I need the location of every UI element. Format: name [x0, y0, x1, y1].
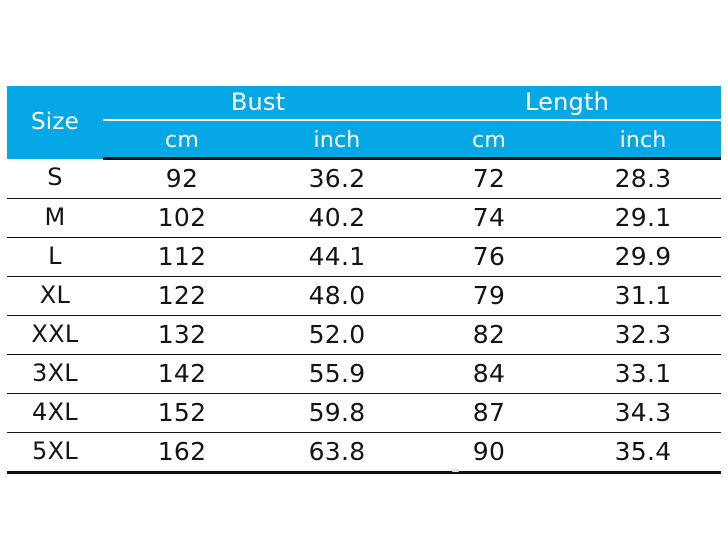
column-header-length-cm: cm [413, 120, 566, 160]
cell-length-inch: 28.3 [565, 158, 722, 199]
cell-length-cm: 82 [413, 315, 566, 355]
column-group-header-bust: Bust [103, 86, 414, 121]
cell-length-cm: 72 [413, 158, 566, 199]
cell-size: XL [7, 276, 103, 316]
cell-bust-inch: 52.0 [261, 315, 414, 355]
header-row-units: cm inch cm inch [7, 120, 722, 160]
cell-length-cm: 76 [413, 237, 566, 277]
column-header-size: Size [7, 86, 103, 159]
cell-size: XXL [7, 315, 103, 355]
column-header-length-inch: inch [565, 120, 722, 160]
cell-bust-cm: 122 [103, 276, 261, 316]
cell-length-inch: 35.4 [565, 432, 722, 474]
cell-length-inch: 32.3 [565, 315, 722, 355]
column-header-bust-cm: cm [103, 120, 261, 160]
column-header-bust-inch: inch [261, 120, 414, 160]
cell-bust-cm: 162 [103, 432, 261, 474]
cell-length-inch: 33.1 [565, 354, 722, 394]
table-row: L 112 44.1 76 29.9 [7, 237, 722, 277]
table-body: S 92 36.2 72 28.3 M 102 40.2 74 29.1 L 1… [7, 158, 722, 474]
cell-size: L [7, 237, 103, 277]
cell-size: M [7, 198, 103, 238]
cell-bust-cm: 92 [103, 158, 261, 199]
cell-length-inch: 34.3 [565, 393, 722, 433]
cell-length-cm: 87 [413, 393, 566, 433]
cell-length-cm: 74 [413, 198, 566, 238]
cell-bust-inch: 36.2 [261, 158, 414, 199]
cell-size: 4XL [7, 393, 103, 433]
cell-length-cm: 84 [413, 354, 566, 394]
cell-size: 5XL [7, 432, 103, 474]
cell-bust-cm: 152 [103, 393, 261, 433]
table-row: 3XL 142 55.9 84 33.1 [7, 354, 722, 394]
cell-bust-cm: 132 [103, 315, 261, 355]
header-row-groups: Size Bust Length [7, 86, 722, 159]
table-row: S 92 36.2 72 28.3 [7, 158, 722, 199]
cell-bust-inch: 63.8 [261, 432, 414, 474]
cell-bust-inch: 59.8 [261, 393, 414, 433]
cell-length-cm: 79 [413, 276, 566, 316]
cell-length-inch: 29.1 [565, 198, 722, 238]
cell-length-cm: 90 [413, 432, 566, 474]
table-row: 4XL 152 59.8 87 34.3 [7, 393, 722, 433]
scan-artifact [452, 469, 459, 472]
column-group-header-length: Length [413, 86, 722, 121]
cell-bust-cm: 142 [103, 354, 261, 394]
size-chart-table: Size Bust Length cm inch cm inch S 92 36… [7, 86, 722, 474]
cell-bust-inch: 44.1 [261, 237, 414, 277]
table-row: XXL 132 52.0 82 32.3 [7, 315, 722, 355]
cell-bust-cm: 102 [103, 198, 261, 238]
cell-bust-inch: 40.2 [261, 198, 414, 238]
cell-bust-cm: 112 [103, 237, 261, 277]
table-row: 5XL 162 63.8 90 35.4 [7, 432, 722, 474]
table-header: Size Bust Length cm inch cm inch [7, 86, 722, 160]
cell-size: S [7, 158, 103, 199]
cell-bust-inch: 48.0 [261, 276, 414, 316]
size-chart-container: Size Bust Length cm inch cm inch S 92 36… [7, 86, 722, 474]
cell-length-inch: 29.9 [565, 237, 722, 277]
table-row: XL 122 48.0 79 31.1 [7, 276, 722, 316]
cell-bust-inch: 55.9 [261, 354, 414, 394]
table-row: M 102 40.2 74 29.1 [7, 198, 722, 238]
cell-length-inch: 31.1 [565, 276, 722, 316]
cell-size: 3XL [7, 354, 103, 394]
